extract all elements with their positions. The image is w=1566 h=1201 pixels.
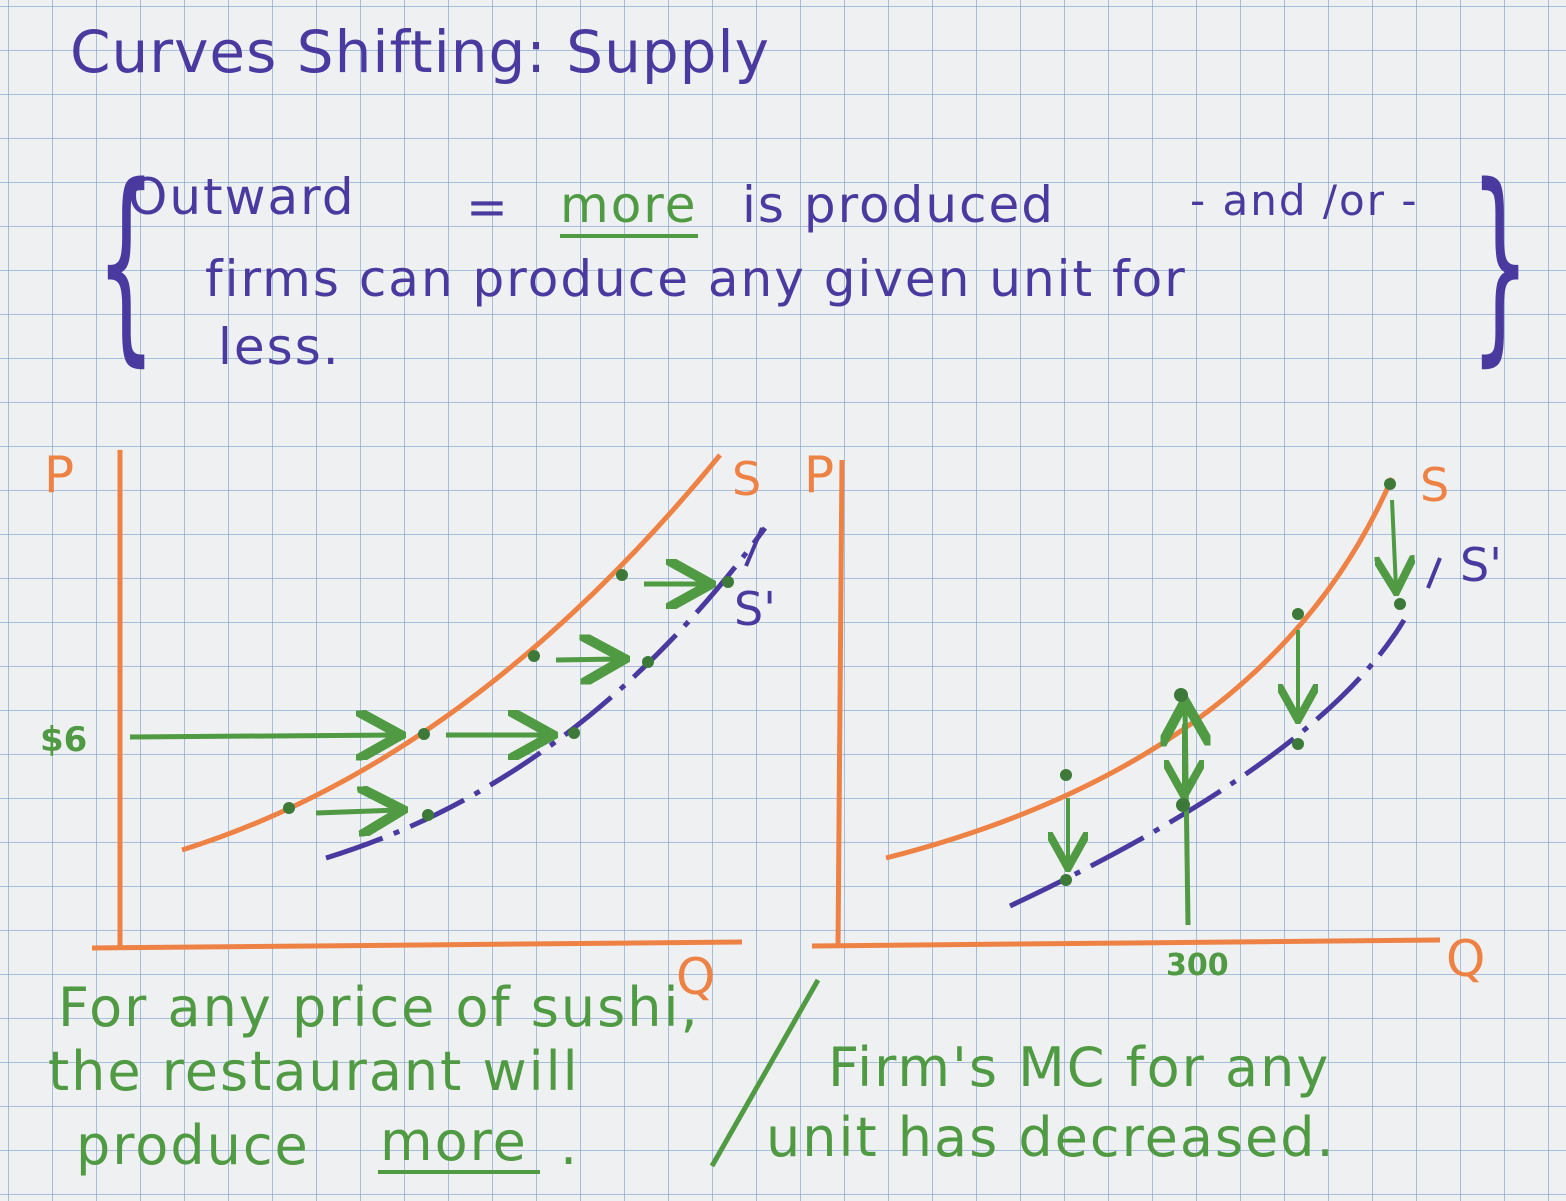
- right-caption-line-1: Firm's MC for any: [828, 1036, 1331, 1099]
- left-price-tick: $6: [40, 720, 88, 760]
- left-point-s-prime-3: [642, 656, 654, 668]
- left-point-s-3: [528, 650, 540, 662]
- left-price-line-arrow: [129, 735, 396, 737]
- right-y-axis: [835, 459, 845, 949]
- definition-equals: =: [466, 178, 510, 236]
- right-x-axis: [811, 937, 1441, 949]
- left-point-s-1: [283, 802, 295, 814]
- right-point-s-prime-4: [1394, 598, 1406, 610]
- left-supply-label: S: [732, 452, 762, 506]
- definition-more: more: [560, 176, 698, 238]
- right-y-axis-label: P: [804, 446, 835, 504]
- left-point-s-2: [418, 728, 430, 740]
- left-shift-arrow-3: [555, 659, 620, 660]
- right-shifted-supply-label: S': [1460, 538, 1502, 592]
- left-caption-more: more: [380, 1110, 528, 1173]
- right-s-prime-slash: [1426, 557, 1442, 589]
- left-caption-period: .: [560, 1114, 580, 1177]
- left-graph: [91, 450, 768, 951]
- left-s-prime-slash: [744, 527, 764, 567]
- left-point-s-4: [616, 569, 628, 581]
- caption-divider: [709, 978, 821, 1168]
- left-point-s-prime-1: [422, 809, 434, 821]
- left-shift-arrow-1: [315, 810, 398, 813]
- right-point-s-prime-2: [1176, 798, 1190, 812]
- right-point-s-prime-3: [1292, 738, 1304, 750]
- left-point-s-prime-4: [722, 576, 734, 588]
- left-x-axis: [91, 939, 743, 951]
- right-shift-arrow-down-4: [1392, 499, 1396, 588]
- right-point-s-3: [1292, 608, 1304, 620]
- page-title: Curves Shifting: Supply: [70, 18, 770, 86]
- right-supply-label: S: [1420, 458, 1450, 512]
- right-graph: [811, 459, 1441, 949]
- right-supply-curve: [885, 477, 1395, 861]
- definition-is-produced: is produced: [742, 176, 1056, 234]
- left-brace: {: [96, 140, 157, 385]
- definition-line-3: less.: [218, 318, 341, 376]
- right-point-s-4: [1384, 478, 1396, 490]
- left-caption-produce: produce: [76, 1114, 310, 1177]
- definition-line-2: firms can produce any given unit for: [205, 250, 1187, 308]
- left-y-axis-label: P: [44, 446, 75, 504]
- left-caption-line-1: For any price of sushi,: [58, 976, 700, 1039]
- right-point-s-2: [1174, 688, 1188, 702]
- right-caption-line-2: unit has decreased.: [766, 1106, 1336, 1169]
- left-point-s-prime-2: [568, 727, 580, 739]
- left-caption-line-2: the restaurant will: [48, 1040, 580, 1103]
- left-shifted-supply-label: S': [734, 582, 776, 636]
- left-x-axis-label: Q: [676, 948, 716, 1006]
- definition-and-or: - and /or -: [1190, 176, 1419, 225]
- right-brace: }: [1470, 140, 1531, 385]
- right-x-axis-label: Q: [1446, 930, 1486, 988]
- right-shifted-supply-curve: [1008, 618, 1407, 909]
- right-point-s-prime-1: [1060, 874, 1072, 886]
- right-quantity-tick: 300: [1166, 948, 1229, 983]
- left-supply-curve: [181, 453, 722, 853]
- definition-outward: Outward: [128, 168, 356, 226]
- right-point-s-1: [1060, 769, 1072, 781]
